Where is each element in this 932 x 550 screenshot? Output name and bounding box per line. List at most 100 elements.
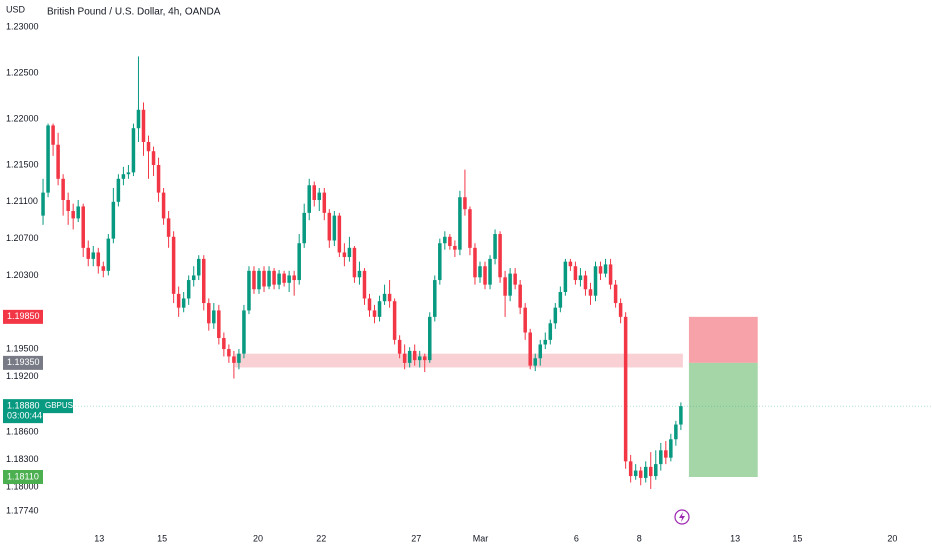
candle-body xyxy=(232,356,236,363)
candle-body xyxy=(126,172,131,175)
candle-body xyxy=(101,266,106,271)
x-tick-label: 20 xyxy=(887,533,897,543)
candle-body xyxy=(372,310,377,317)
candle-body xyxy=(548,323,553,340)
candle-body xyxy=(458,197,462,250)
candle-body xyxy=(654,464,658,477)
candle-body xyxy=(628,461,633,477)
candle-body xyxy=(508,273,512,296)
x-tick-label: 13 xyxy=(730,533,740,543)
y-tick-label: 1.20300 xyxy=(6,270,39,280)
price-tag-label: 1.19850 xyxy=(7,311,40,321)
y-tick-label: 1.21100 xyxy=(6,196,38,206)
alert-bolt[interactable] xyxy=(679,512,685,522)
candle-body xyxy=(392,301,397,340)
candle-body xyxy=(141,109,146,143)
price-tag-label: 1.18110 xyxy=(7,471,39,481)
candle-body xyxy=(262,270,266,287)
candle-body xyxy=(292,275,296,281)
candle-body xyxy=(578,275,583,281)
candle-body xyxy=(362,270,367,299)
candle-body xyxy=(543,339,548,345)
candle-body xyxy=(111,201,116,239)
candle-body xyxy=(463,197,467,210)
candle-body xyxy=(202,258,206,304)
candle-body xyxy=(91,252,96,259)
candle-body xyxy=(412,350,417,361)
candle-body xyxy=(176,293,181,308)
candle-body xyxy=(156,165,161,193)
candle-body xyxy=(433,280,437,317)
candle-body xyxy=(613,284,618,304)
candle-body xyxy=(247,270,251,311)
candle-body xyxy=(568,261,573,267)
candle-body xyxy=(623,316,628,462)
x-tick-label: 27 xyxy=(411,533,421,543)
candle-body xyxy=(322,192,327,213)
candle-body xyxy=(618,303,623,317)
symbol-label: GBPUSD xyxy=(45,401,79,410)
candle-body xyxy=(332,215,337,241)
candle-body xyxy=(402,353,407,363)
stop-zone xyxy=(688,316,758,363)
candle-body xyxy=(116,178,121,202)
price-tag xyxy=(3,399,43,424)
candle-body xyxy=(151,151,156,166)
candle-body xyxy=(257,270,261,290)
candle-body xyxy=(317,192,322,200)
candle-body xyxy=(669,439,673,458)
candle-body xyxy=(46,125,50,193)
candle-body xyxy=(643,466,648,478)
candle-body xyxy=(518,284,522,308)
alert-circle[interactable] xyxy=(674,509,690,525)
candle-body xyxy=(583,275,588,290)
candle-body xyxy=(237,353,241,363)
candle-body xyxy=(121,174,126,179)
price-tag xyxy=(3,355,43,370)
price-tag-label: 1.19350 xyxy=(7,357,40,367)
candle-body xyxy=(196,258,201,276)
candle-body xyxy=(598,266,603,274)
candle-body xyxy=(422,356,427,361)
candle-body xyxy=(648,466,653,477)
price-tag xyxy=(3,309,43,324)
y-tick-label: 1.22000 xyxy=(6,113,39,123)
candle-body xyxy=(377,301,382,317)
x-tick-label: 15 xyxy=(157,533,167,543)
candle-body xyxy=(222,338,226,350)
candle-body xyxy=(181,298,186,308)
candle-body xyxy=(488,258,492,285)
candle-body xyxy=(212,310,216,324)
candle-body xyxy=(136,109,141,129)
candle-body xyxy=(503,277,507,296)
candle-body xyxy=(478,266,482,278)
candle-body xyxy=(407,350,412,363)
candle-body xyxy=(227,349,231,357)
candle-body xyxy=(186,280,191,299)
candle-body xyxy=(674,424,678,440)
candle-body xyxy=(448,236,452,246)
candle-body xyxy=(638,470,643,478)
candle-body xyxy=(679,406,683,425)
countdown: 03:00:44 xyxy=(7,411,42,421)
candle-body xyxy=(417,356,422,361)
candle-body xyxy=(659,450,663,465)
currency-label: USD xyxy=(6,4,26,14)
candle-body xyxy=(633,470,638,477)
candle-body xyxy=(282,273,286,283)
candle-body xyxy=(252,270,256,290)
candle-body xyxy=(453,245,457,250)
candle-body xyxy=(493,234,497,259)
candle-body xyxy=(387,293,392,302)
candle-body xyxy=(347,247,352,258)
candle-body xyxy=(563,261,568,293)
candle-body xyxy=(61,178,65,200)
y-tick-label: 1.18300 xyxy=(6,454,39,464)
candle-body xyxy=(428,316,432,361)
alert-icon[interactable] xyxy=(674,509,690,525)
x-tick-label: 22 xyxy=(316,533,326,543)
candle-body xyxy=(302,212,306,244)
candle-body xyxy=(538,344,543,359)
candle-body xyxy=(277,273,281,285)
